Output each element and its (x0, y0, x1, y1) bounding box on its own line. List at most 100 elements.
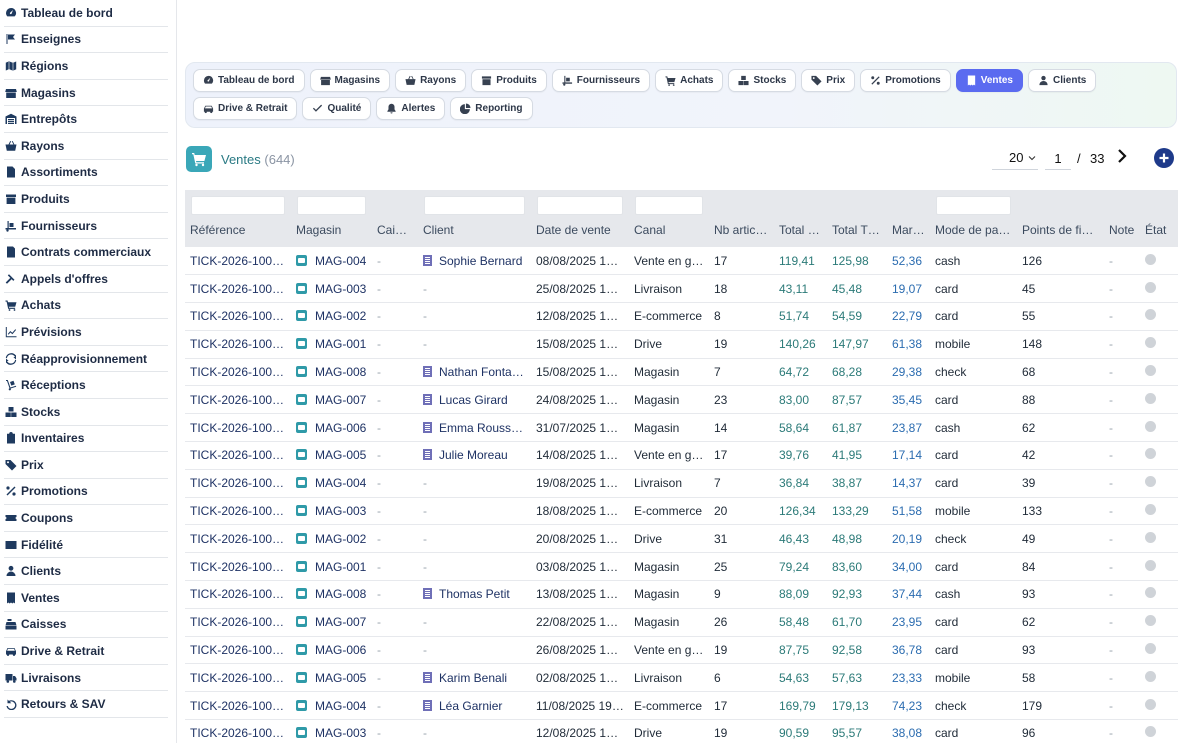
column-header[interactable]: Caisse (372, 221, 418, 247)
cell-magasin[interactable]: MAG-004 (291, 247, 372, 276)
tab-reporting[interactable]: Reporting (450, 97, 533, 120)
column-header[interactable]: Mode de paiement (930, 221, 1017, 247)
cell-reference[interactable]: TICK-2026-100639 (185, 385, 291, 415)
cell-magasin[interactable]: MAG-003 (291, 274, 372, 304)
sidebar-item-fournisseurs[interactable]: Fournisseurs (4, 213, 168, 240)
cell-magasin[interactable]: MAG-008 (291, 580, 372, 609)
tab-promotions[interactable]: Promotions (860, 69, 951, 92)
cell-reference[interactable]: TICK-2026-100627 (185, 719, 291, 743)
sidebar-item-magasins[interactable]: Magasins (4, 80, 168, 107)
sidebar-item-retours-sav[interactable]: Retours & SAV (4, 691, 168, 719)
column-header[interactable]: Points de fidélité (1017, 221, 1104, 247)
sidebar-item-prix[interactable]: Prix (4, 452, 168, 479)
tab-prix[interactable]: Prix (801, 69, 856, 92)
cell-magasin[interactable]: MAG-003 (291, 497, 372, 526)
page-size-select[interactable]: 20 (992, 148, 1038, 170)
filter-canal-input[interactable] (635, 196, 703, 215)
cell-magasin[interactable]: MAG-001 (291, 552, 372, 582)
table-row[interactable]: TICK-2026-100641 MAG-001- -15/08/2025 19:1… (185, 330, 1178, 359)
column-header[interactable]: Date de vente (531, 221, 629, 247)
tab-achats[interactable]: Achats (655, 69, 724, 92)
sidebar-item-clients[interactable]: Clients (4, 558, 168, 586)
cell-client[interactable]: Karim Benali (418, 663, 531, 693)
sidebar-item-achats[interactable]: Achats (4, 293, 168, 320)
cell-reference[interactable]: TICK-2026-100628 (185, 691, 291, 721)
cell-reference[interactable]: TICK-2026-100632 (185, 580, 291, 609)
cell-reference[interactable]: TICK-2026-100643 (185, 274, 291, 304)
column-header[interactable]: Référence (185, 221, 291, 247)
sidebar-item-entrepôts[interactable]: Entrepôts (4, 106, 168, 133)
sidebar-item-assortiments[interactable]: Assortiments (4, 160, 168, 187)
cell-magasin[interactable]: MAG-005 (291, 441, 372, 470)
cell-client[interactable]: Lucas Girard (418, 385, 531, 415)
tab-qualité[interactable]: Qualité (302, 97, 372, 120)
table-row[interactable]: TICK-2026-100638 MAG-006- Emma Rousseau 31/… (185, 413, 1178, 443)
cell-magasin[interactable]: MAG-006 (291, 413, 372, 443)
cell-reference[interactable]: TICK-2026-100644 (185, 247, 291, 276)
column-header[interactable]: Magasin (291, 221, 372, 247)
add-sale-button[interactable] (1154, 148, 1174, 168)
sidebar-item-régions[interactable]: Régions (4, 53, 168, 80)
table-row[interactable]: TICK-2026-100627 MAG-003- -12/08/2025 19:1… (185, 719, 1178, 743)
tab-ventes[interactable]: Ventes (955, 69, 1023, 92)
cell-client[interactable]: Léa Garnier (418, 691, 531, 721)
table-row[interactable]: TICK-2026-100643 MAG-003- -25/08/2025 19:1… (185, 274, 1178, 304)
cell-reference[interactable]: TICK-2026-100634 (185, 524, 291, 554)
table-row[interactable]: TICK-2026-100637 MAG-005- Julie Moreau 14/0… (185, 441, 1178, 470)
column-header[interactable]: État (1140, 221, 1178, 247)
cell-client[interactable]: Nathan Fontaine (418, 358, 531, 387)
filter-magasin-input[interactable] (297, 196, 366, 215)
tab-magasins[interactable]: Magasins (309, 69, 391, 92)
table-row[interactable]: TICK-2026-100632 MAG-008- Thomas Petit 13/0… (185, 580, 1178, 609)
column-header[interactable]: Total TTC (827, 221, 887, 247)
sidebar-item-coupons[interactable]: Coupons (4, 505, 168, 532)
table-row[interactable]: TICK-2026-100628 MAG-004- Léa Garnier 11/08… (185, 691, 1178, 721)
column-header[interactable]: Total HT (774, 221, 827, 247)
cell-magasin[interactable]: MAG-002 (291, 302, 372, 331)
sidebar-item-livraisons[interactable]: Livraisons (4, 665, 168, 692)
tab-alertes[interactable]: Alertes (376, 97, 446, 120)
table-row[interactable]: TICK-2026-100642 MAG-002- -12/08/2025 19:1… (185, 302, 1178, 331)
cell-magasin[interactable]: MAG-007 (291, 608, 372, 637)
table-row[interactable]: TICK-2026-100631 MAG-007- -22/08/2025 19:1… (185, 608, 1178, 637)
tab-fournisseurs[interactable]: Fournisseurs (551, 69, 651, 92)
sidebar-item-fidélité[interactable]: Fidélité (4, 532, 168, 559)
cell-reference[interactable]: TICK-2026-100637 (185, 441, 291, 470)
filter-payment-input[interactable] (936, 196, 1011, 215)
cell-reference[interactable]: TICK-2026-100642 (185, 302, 291, 331)
sidebar-item-réceptions[interactable]: Réceptions (4, 372, 168, 399)
cell-magasin[interactable]: MAG-005 (291, 663, 372, 693)
cell-magasin[interactable]: MAG-001 (291, 330, 372, 359)
tab-drive-retrait[interactable]: Drive & Retrait (193, 97, 298, 120)
sidebar-item-promotions[interactable]: Promotions (4, 479, 168, 506)
cell-client[interactable]: Emma Rousseau (418, 413, 531, 443)
sidebar-item-rayons[interactable]: Rayons (4, 133, 168, 160)
sidebar-item-appels-d-offres[interactable]: Appels d'offres (4, 266, 168, 293)
sidebar-item-prévisions[interactable]: Prévisions (4, 319, 168, 346)
table-row[interactable]: TICK-2026-100639 MAG-007- Lucas Girard 24/0… (185, 385, 1178, 415)
tab-tableau-de-bord[interactable]: Tableau de bord (193, 69, 305, 92)
sidebar-item-caisses[interactable]: Caisses (4, 612, 168, 639)
sidebar-item-enseignes[interactable]: Enseignes (4, 27, 168, 54)
tab-rayons[interactable]: Rayons (395, 69, 467, 92)
filter-reference-input[interactable] (191, 196, 285, 215)
cell-magasin[interactable]: MAG-003 (291, 719, 372, 743)
cell-reference[interactable]: TICK-2026-100635 (185, 497, 291, 526)
sidebar-item-produits[interactable]: Produits (4, 186, 168, 213)
sidebar-item-drive-retrait[interactable]: Drive & Retrait (4, 638, 168, 665)
cell-reference[interactable]: TICK-2026-100633 (185, 552, 291, 582)
cell-magasin[interactable]: MAG-002 (291, 524, 372, 554)
cell-reference[interactable]: TICK-2026-100638 (185, 413, 291, 443)
cell-magasin[interactable]: MAG-006 (291, 636, 372, 665)
column-header[interactable]: Nb articles (709, 221, 774, 247)
sidebar-item-inventaires[interactable]: Inventaires (4, 426, 168, 453)
filter-date-input[interactable] (537, 196, 623, 215)
cell-magasin[interactable]: MAG-004 (291, 691, 372, 721)
sidebar-item-stocks[interactable]: Stocks (4, 399, 168, 426)
cell-reference[interactable]: TICK-2026-100630 (185, 636, 291, 665)
cell-client[interactable]: Thomas Petit (418, 580, 531, 609)
table-row[interactable]: TICK-2026-100644 MAG-004- Sophie Bernard 08… (185, 247, 1178, 276)
table-row[interactable]: TICK-2026-100636 MAG-004- -19/08/2025 19:1… (185, 469, 1178, 498)
table-row[interactable]: TICK-2026-100633 MAG-001- -03/08/2025 19:1… (185, 552, 1178, 582)
table-row[interactable]: TICK-2026-100634 MAG-002- -20/08/2025 19:1… (185, 524, 1178, 554)
